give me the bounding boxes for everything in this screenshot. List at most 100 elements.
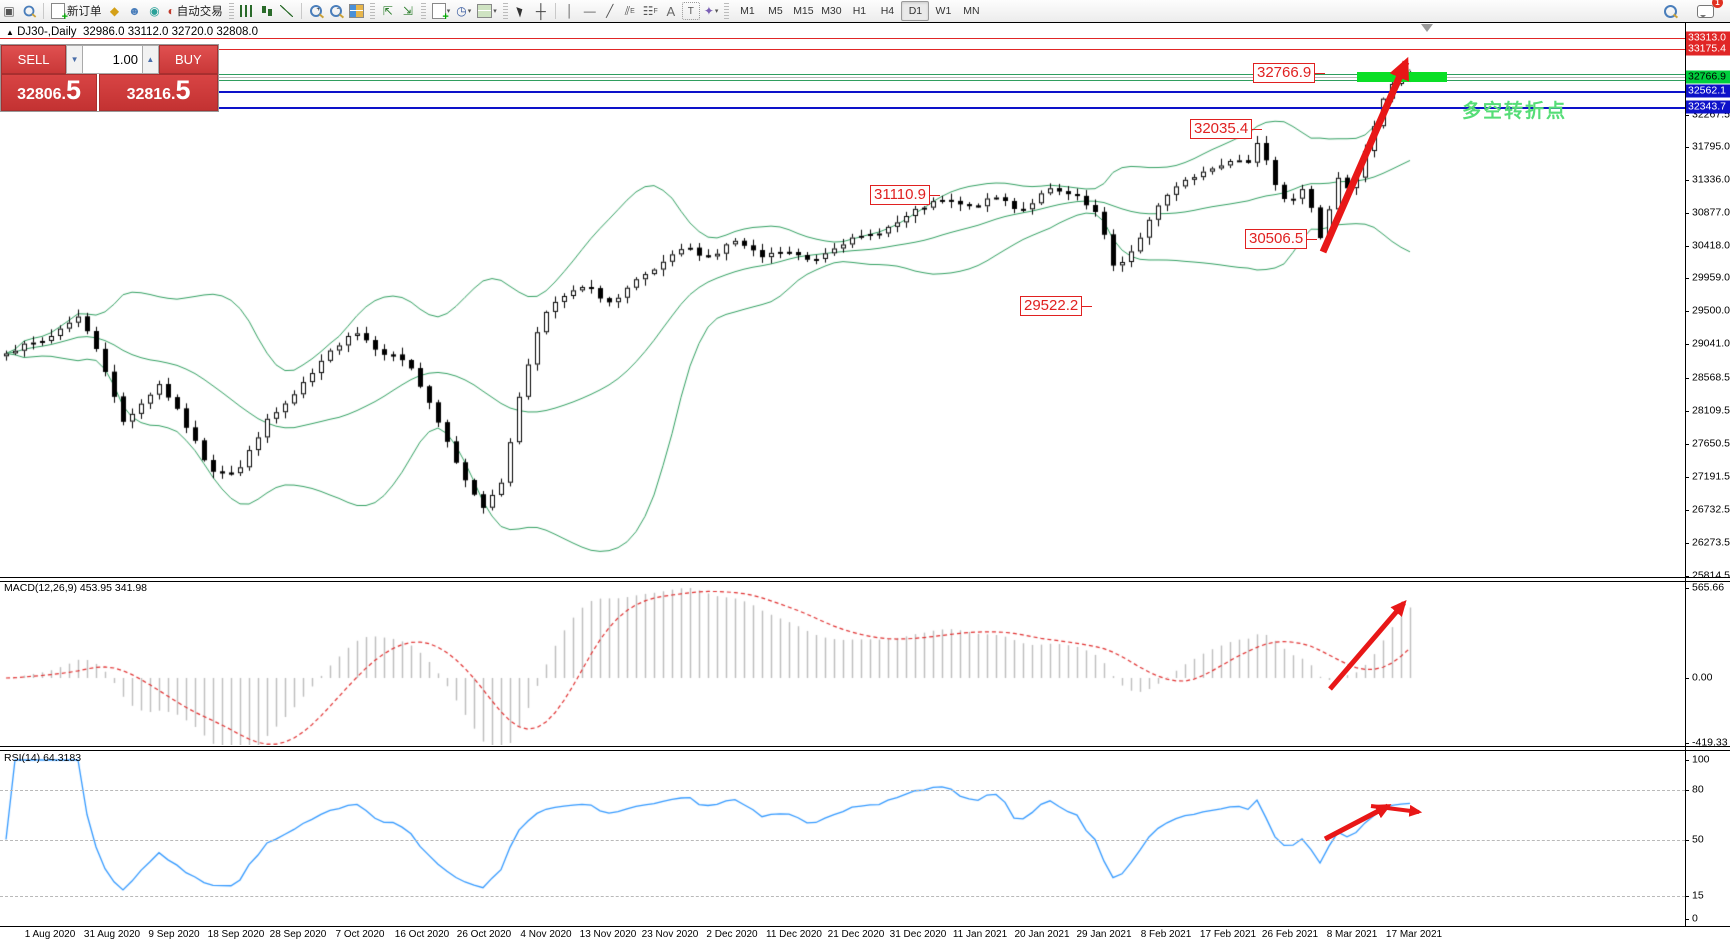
date-label: 23 Nov 2020 (641, 929, 699, 940)
price-callout: 32766.9 (1253, 63, 1326, 83)
timeframe-H4[interactable]: H4 (880, 5, 895, 17)
chart-title: ▲ DJ30-,Daily 32986.0 33112.0 32720.0 32… (6, 26, 258, 38)
arrange-charts-icon[interactable]: ⇱ (382, 4, 393, 18)
buy-price[interactable]: 32816. 5 (99, 74, 218, 111)
level-line[interactable] (0, 77, 1685, 78)
axis-tick: 29959.0 (1692, 271, 1730, 284)
profile-icon[interactable]: ☻ (128, 4, 141, 18)
horizontal-line-tool[interactable]: — (583, 4, 596, 18)
period-clock-icon[interactable]: ◷ ▾ (456, 4, 472, 18)
trendline-tool[interactable]: ╱ (606, 4, 614, 18)
market-watch-icon[interactable] (20, 2, 38, 20)
tile-windows-icon[interactable] (347, 2, 366, 20)
arrange-vertical-icon[interactable]: ⇲ (402, 4, 413, 18)
buy-price-pips: 5 (175, 75, 191, 105)
chart-window-icon[interactable]: ▣ (3, 4, 15, 18)
rsi-gridline (0, 896, 1685, 897)
axis-tick: 30418.0 (1692, 239, 1730, 252)
date-label: 26 Feb 2021 (1261, 929, 1319, 940)
axis-tick: -419.33 (1692, 736, 1728, 749)
buy-button[interactable]: BUY (158, 45, 218, 74)
fibonacci-tool[interactable]: ☷ F (642, 4, 658, 18)
macd-indicator-pane[interactable] (0, 581, 1685, 745)
timeframe-M15[interactable]: M15 (793, 5, 814, 17)
price-callout: 29522.2 (1020, 296, 1093, 316)
rsi-pane-separator[interactable] (0, 746, 1730, 751)
macd-pane-separator[interactable] (0, 577, 1730, 582)
bar-chart-icon[interactable] (238, 2, 256, 20)
volume-decrease-button[interactable]: ▼ (66, 45, 83, 74)
timeframe-M1[interactable]: M1 (740, 5, 755, 17)
crosshair-tool[interactable]: ┼ (535, 3, 546, 19)
timeframe-bar: M1 M5 M15 M30 H1 H4 D1 W1 MN (733, 1, 985, 21)
timeframe-W1[interactable]: W1 (935, 5, 952, 17)
axis-tick: 0.00 (1692, 671, 1713, 684)
new-order-button[interactable]: 新订单 (49, 2, 104, 23)
date-label: 20 Jan 2021 (1014, 929, 1070, 940)
zoom-out-icon[interactable]: − (327, 2, 345, 20)
volume-increase-button[interactable]: ▲ (141, 45, 159, 74)
timeframe-MN[interactable]: MN (963, 5, 980, 17)
zoom-in-icon[interactable]: + (307, 2, 325, 20)
rsi-indicator-pane[interactable] (0, 750, 1685, 925)
sell-button[interactable]: SELL (1, 45, 67, 74)
axis-tick: 80 (1692, 783, 1704, 796)
timeframe-H1[interactable]: H1 (852, 5, 867, 17)
cursor-tool[interactable] (512, 2, 530, 20)
text-tool[interactable]: A (666, 3, 676, 19)
chart-top-border (0, 22, 1730, 23)
autotrade-button[interactable]: ◐ 自动交易 (167, 4, 223, 18)
timeframe-M30[interactable]: M30 (821, 5, 842, 17)
signal-icon[interactable]: ◉ (149, 4, 160, 18)
rsi-label: RSI(14) 64.3183 (4, 752, 82, 764)
text-label-tool[interactable]: T (681, 2, 700, 20)
arrows-tool[interactable]: ✦ ▾ (703, 4, 719, 18)
main-toolbar: ▣ 新订单 ◆ ☻ ◉ ◐ 自动交易 + − ⇱ ⇲ ▾ ◷▾ ▾ ┼ │ — … (0, 0, 1730, 23)
timeframe-M5[interactable]: M5 (768, 5, 783, 17)
level-line[interactable] (0, 49, 1685, 50)
date-label: 31 Dec 2020 (889, 929, 947, 940)
macd-label: MACD(12,26,9) 453.95 341.98 (4, 582, 148, 594)
vertical-line-tool[interactable]: │ (566, 4, 574, 18)
axis-tick: 565.66 (1692, 581, 1725, 594)
axis-tick: 0 (1692, 912, 1698, 925)
date-label: 11 Jan 2021 (952, 929, 1008, 940)
chart-ohlc: 32986.0 33112.0 32720.0 32808.0 (82, 26, 258, 38)
date-label: 13 Nov 2020 (579, 929, 637, 940)
one-click-trading-widget: SELL ▼ ▲ BUY 32806.5 32816.5 (0, 44, 219, 112)
sell-price-pips: 5 (66, 75, 82, 105)
axis-tick: 29041.0 (1692, 337, 1730, 350)
rsi-gridline (0, 790, 1685, 791)
axis-tick: 100 (1692, 753, 1710, 766)
date-label: 7 Oct 2020 (335, 929, 385, 940)
sell-price[interactable]: 32806. 5 (1, 74, 98, 111)
add-indicator-icon[interactable]: ▾ (430, 2, 453, 23)
crayon-icon[interactable]: ◆ (109, 4, 120, 18)
price-level-chip: 33313.0 (1686, 31, 1730, 45)
date-label: 31 Aug 2020 (83, 929, 141, 940)
equidistant-channel-tool[interactable]: ⫽ E (624, 3, 635, 18)
volume-input[interactable] (82, 45, 142, 74)
date-label: 28 Sep 2020 (269, 929, 327, 940)
level-line[interactable] (0, 107, 1685, 109)
price-callout: 32035.4 (1190, 119, 1263, 139)
axis-tick: 29500.0 (1692, 304, 1730, 317)
price-level-chip: 32343.7 (1686, 100, 1730, 114)
level-line[interactable] (0, 74, 1685, 75)
axis-tick: 27650.5 (1692, 437, 1730, 450)
level-line[interactable] (0, 80, 1685, 81)
chart-shift-marker[interactable] (1421, 24, 1433, 38)
notification-badge: 1 (1712, 0, 1723, 8)
axis-tick: 28109.5 (1692, 404, 1730, 417)
date-label: 11 Dec 2020 (766, 929, 822, 940)
candlestick-chart-icon[interactable] (258, 2, 276, 20)
line-chart-icon[interactable] (278, 2, 296, 20)
search-icon[interactable] (1661, 2, 1679, 20)
chart-template-icon[interactable]: ▾ (475, 2, 499, 20)
notifications-icon[interactable]: 1 (1695, 0, 1723, 20)
level-line[interactable] (0, 91, 1685, 93)
date-axis-border (0, 926, 1730, 927)
level-line[interactable] (0, 38, 1685, 39)
timeframe-D1[interactable]: D1 (901, 1, 930, 21)
